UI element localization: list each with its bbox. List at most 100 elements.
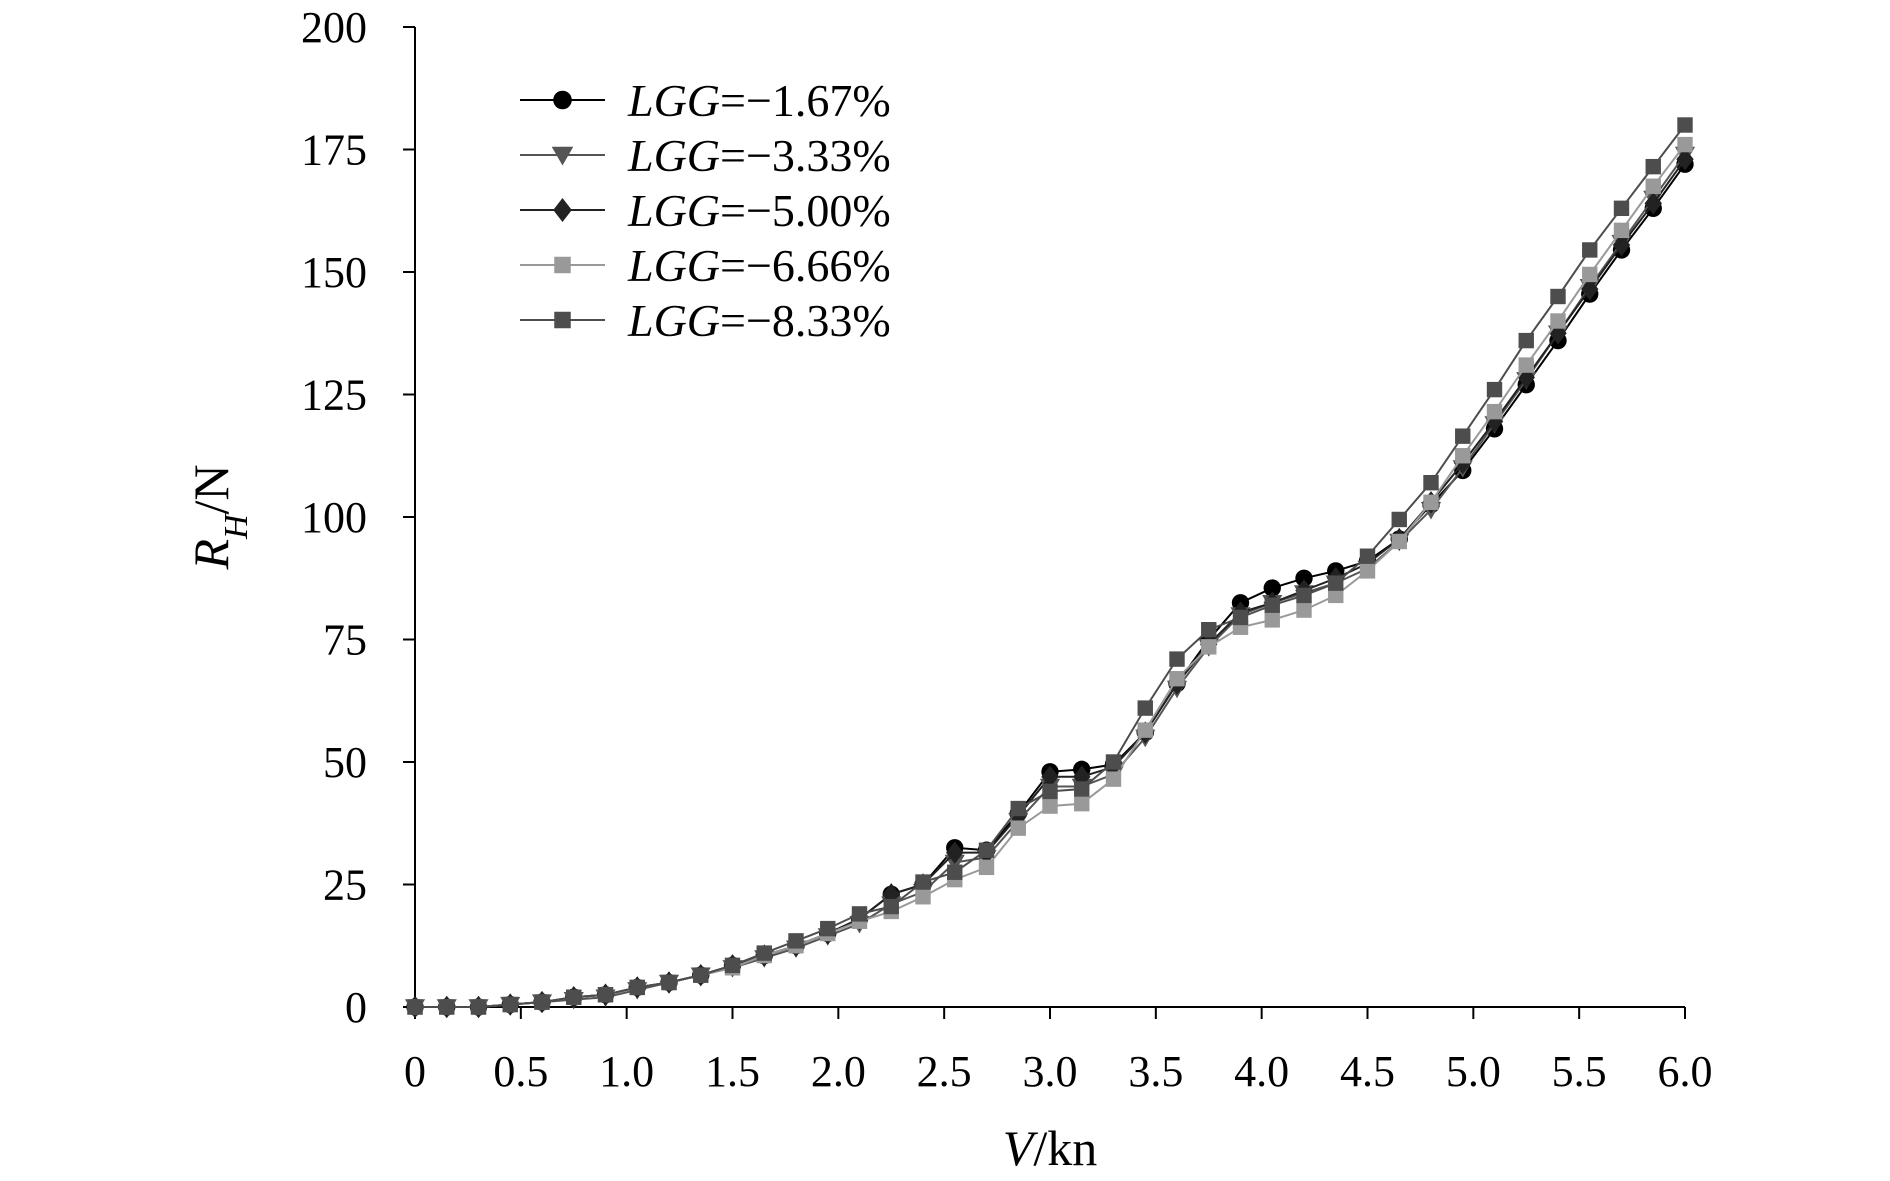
x-tick-label: 1.5 [705,1047,760,1096]
data-point [1582,266,1598,283]
y-tick-label: 75 [323,616,367,665]
data-point [978,859,995,876]
x-tick-label: 4.5 [1340,1047,1395,1096]
data-point [883,898,899,915]
legend-label-variable: LGG [627,185,720,236]
x-ticks: 0 0.5 1.0 1.5 2.0 2.5 3.0 3.5 4.0 4.5 5.0 5.5 6.0 [404,1007,1713,1096]
data-point [1359,563,1376,579]
data-point [1455,448,1471,464]
data-point [1105,771,1122,787]
data-point [1550,313,1566,329]
data-point [566,989,582,1005]
series-line [415,124,1686,1008]
data-point [1295,569,1313,587]
y-tick-label: 125 [301,371,367,420]
x-tick-label: 4.0 [1234,1047,1289,1096]
data-point [820,920,836,937]
data-point [756,945,772,961]
x-tick-label: 5.0 [1446,1047,1501,1096]
data-point [1010,800,1026,817]
series-line [415,143,1686,1008]
data-point [1074,781,1090,797]
series-line [415,163,1686,1008]
legend-label-variable: LGG [627,295,720,346]
y-tick-label: 25 [323,861,367,910]
y-axis-label-unit: /N [183,464,239,514]
data-point [1296,587,1312,604]
data-point [1423,494,1439,510]
legend-label: LGG=−6.66% [627,240,891,291]
data-point [1264,612,1280,628]
series-layer [404,117,1696,1019]
data-point [1518,357,1534,373]
data-point [470,999,487,1015]
data-point [1613,222,1630,239]
data-point [1137,722,1153,738]
legend-item: LGG=−5.00% [520,185,891,236]
data-point [1074,795,1090,812]
data-point [1042,783,1058,800]
x-axis-label-variable: V [1003,1120,1039,1176]
y-axis-label-subscript: H [218,512,255,540]
data-point [915,874,931,890]
legend-item: LGG=−6.66% [520,240,891,291]
series-4 [407,136,1693,1015]
series-line [415,153,1686,1008]
data-point [1263,579,1281,597]
data-point [597,987,614,1003]
data-point [629,979,645,996]
data-point [1201,639,1217,655]
y-axis-label-variable: R [183,539,239,571]
data-point [1677,117,1693,133]
data-point [1485,410,1504,433]
data-point [1073,765,1091,788]
data-point [534,994,550,1010]
legend-label: LGG=−1.67% [627,75,891,126]
legend-label: LGG=−5.00% [627,185,891,236]
data-point [1391,533,1407,550]
data-point [1296,602,1312,618]
data-point [978,842,995,858]
legend-label-value: =−6.66% [720,240,891,291]
legend-label-value: =−5.00% [720,185,891,236]
data-point [1391,511,1407,528]
legend-label: LGG=−3.33% [627,130,891,181]
data-point [1264,597,1280,613]
y-tick-label: 100 [301,493,367,542]
legend-item: LGG=−1.67% [520,75,891,126]
legend-item: LGG=−8.33% [520,295,891,346]
data-point [1644,192,1662,215]
series-line [415,158,1686,1008]
data-point [1582,242,1598,258]
legend-label-value: =−8.33% [720,295,891,346]
series-1 [406,155,1694,1016]
data-point [1613,200,1630,216]
data-point [724,957,741,974]
data-point [1328,575,1344,591]
legend-marker [554,256,571,274]
data-point [1581,277,1599,301]
data-point [1486,381,1503,398]
x-tick-label: 3.0 [1023,1047,1078,1096]
legend-label: LGG=−8.33% [627,295,891,346]
series-5 [407,117,1693,1015]
series-3 [406,148,1694,1019]
data-point [1041,765,1059,788]
data-point [1105,754,1122,770]
x-tick-label: 5.5 [1552,1047,1607,1096]
data-point [946,841,964,864]
x-axis-label-unit: /kn [1033,1120,1097,1176]
data-point [1201,622,1217,638]
legend-label-variable: LGG [627,130,720,181]
series-2 [404,146,1696,1017]
data-point [1612,233,1631,257]
y-tick-label: 50 [323,738,367,787]
legend-marker [553,90,572,110]
data-point [1645,178,1661,194]
data-point [1169,651,1185,667]
legend-label-value: =−1.67% [720,75,891,126]
data-point [1455,428,1471,444]
data-point [1010,820,1026,836]
